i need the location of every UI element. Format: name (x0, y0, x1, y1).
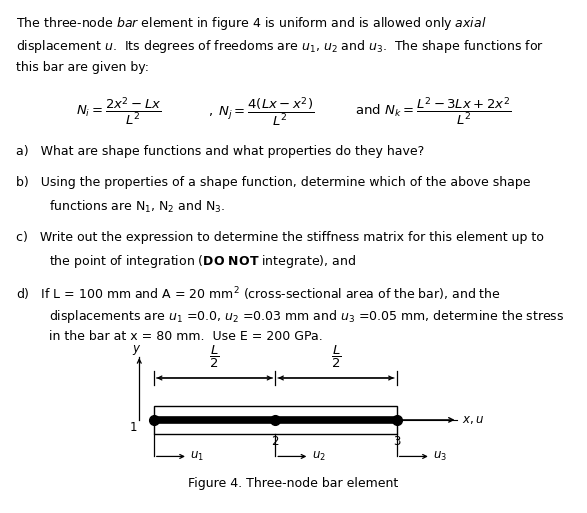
Text: $N_i = \dfrac{2x^2 - Lx}{L^2}$: $N_i = \dfrac{2x^2 - Lx}{L^2}$ (76, 95, 162, 127)
Text: $,\;N_j = \dfrac{4(Lx - x^2)}{L^2}$: $,\;N_j = \dfrac{4(Lx - x^2)}{L^2}$ (208, 95, 315, 128)
Text: $\dfrac{L}{2}$: $\dfrac{L}{2}$ (210, 344, 220, 369)
Text: 2: 2 (272, 435, 279, 448)
Text: Figure 4. Three-node bar element: Figure 4. Three-node bar element (188, 477, 399, 490)
Text: 1: 1 (129, 421, 137, 435)
Text: functions are N$_1$, N$_2$ and N$_3$.: functions are N$_1$, N$_2$ and N$_3$. (49, 199, 225, 215)
Text: $\dfrac{L}{2}$: $\dfrac{L}{2}$ (331, 344, 341, 369)
Text: $u_3$: $u_3$ (433, 450, 447, 463)
Text: $y$: $y$ (132, 343, 141, 357)
Bar (154, 406, 397, 433)
Text: displacement $\mathit{u}$.  Its degrees of freedoms are $u_1$, $u_2$ and $u_3$. : displacement $\mathit{u}$. Its degrees o… (16, 38, 544, 55)
Text: c)   Write out the expression to determine the stiffness matrix for this element: c) Write out the expression to determine… (16, 231, 544, 244)
Text: 3: 3 (393, 435, 400, 448)
Text: The three-node $\mathit{bar}$ element in figure 4 is uniform and is allowed only: The three-node $\mathit{bar}$ element in… (16, 15, 487, 32)
Text: this bar are given by:: this bar are given by: (16, 61, 150, 73)
Text: and $N_k = \dfrac{L^2 - 3Lx + 2x^2}{L^2}$: and $N_k = \dfrac{L^2 - 3Lx + 2x^2}{L^2}… (355, 95, 512, 127)
Text: $u_2$: $u_2$ (312, 450, 326, 463)
Text: a)   What are shape functions and what properties do they have?: a) What are shape functions and what pro… (16, 145, 424, 157)
Text: b)   Using the properties of a shape function, determine which of the above shap: b) Using the properties of a shape funct… (16, 176, 531, 189)
Text: d)   If L = 100 mm and A = 20 mm$^2$ (cross-sectional area of the bar), and the: d) If L = 100 mm and A = 20 mm$^2$ (cros… (16, 285, 501, 303)
Text: displacements are $u_1$ =0.0, $u_2$ =0.03 mm and $u_3$ =0.05 mm, determine the s: displacements are $u_1$ =0.0, $u_2$ =0.0… (49, 308, 564, 325)
Text: in the bar at x = 80 mm.  Use E = 200 GPa.: in the bar at x = 80 mm. Use E = 200 GPa… (49, 330, 322, 343)
Text: the point of integration ($\mathbf{DO\ NOT}$ integrate), and: the point of integration ($\mathbf{DO\ N… (49, 253, 356, 270)
Text: $u_1$: $u_1$ (190, 450, 204, 463)
Text: $x,u$: $x,u$ (463, 412, 484, 426)
